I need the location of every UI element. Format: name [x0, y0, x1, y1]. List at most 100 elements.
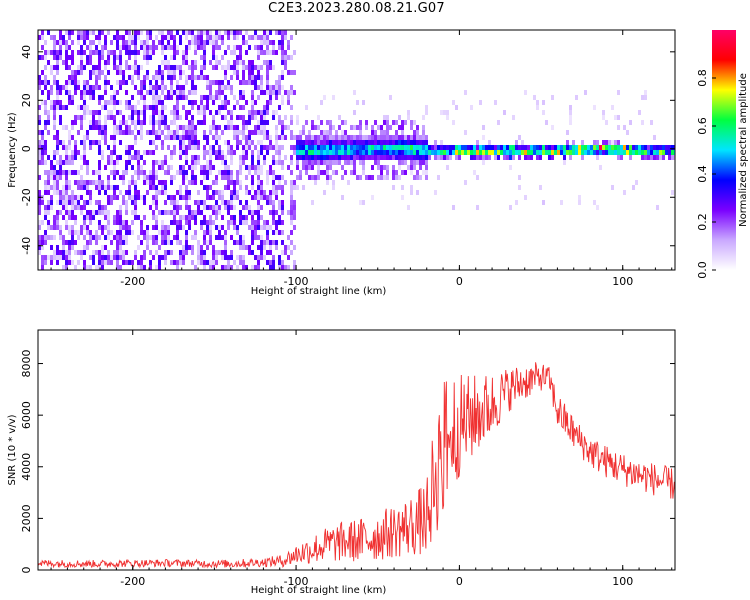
spectrogram-cell [191, 130, 194, 135]
spectrogram-cell [290, 195, 293, 200]
spectrogram-cell [77, 185, 80, 190]
spectrogram-cell [242, 105, 245, 110]
spectrogram-cell [398, 145, 401, 150]
spectrogram-cell [254, 35, 257, 40]
spectrogram-cell [425, 135, 428, 140]
spectrogram-cell [56, 100, 59, 105]
snr-x-tick-label: 0 [456, 575, 463, 588]
spectrogram-cell [62, 140, 65, 145]
spectrogram-cell [119, 235, 122, 240]
spectrogram-cell [125, 225, 128, 230]
spectrogram-cell [59, 165, 62, 170]
spectrogram-cell [236, 115, 239, 120]
spectrogram-cell [215, 215, 218, 220]
spectrogram-cell [68, 180, 71, 185]
spectrogram-cell [371, 195, 374, 200]
spectrogram-cell [113, 130, 116, 135]
spectrogram-cell [377, 175, 380, 180]
spectrogram-cell [233, 180, 236, 185]
spectrogram-cell [101, 30, 104, 35]
spectrogram-cell [659, 155, 662, 160]
spectrogram-cell [101, 135, 104, 140]
spectrogram-cell [344, 120, 347, 125]
spectrogram-cell [260, 80, 263, 85]
spectrogram-cell [65, 145, 68, 150]
spectrogram-cell [182, 150, 185, 155]
spectrogram-cell [230, 155, 233, 160]
spectrogram-cell [203, 250, 206, 255]
spectrogram-cell [224, 50, 227, 55]
spectrogram-cell [206, 150, 209, 155]
spectrogram-cell [131, 115, 134, 120]
spectrogram-cell [50, 70, 53, 75]
spectrogram-cell [176, 65, 179, 70]
spectrogram-cell [248, 35, 251, 40]
spectrogram-cell [332, 95, 335, 100]
spectrogram-cell [182, 180, 185, 185]
spectrogram-cell [527, 145, 530, 150]
spectrogram-cell [311, 200, 314, 205]
spectrogram-cell [344, 150, 347, 155]
spectrogram-cell [314, 180, 317, 185]
spectrogram-cell [230, 90, 233, 95]
spectrogram-cell [524, 155, 527, 160]
spectrogram-cell [215, 155, 218, 160]
spectrogram-cell [164, 95, 167, 100]
spectrogram-cell [392, 135, 395, 140]
spectrogram-cell [266, 80, 269, 85]
spectrogram-cell [239, 185, 242, 190]
spectrogram-cell [272, 240, 275, 245]
spectrogram-cell [71, 50, 74, 55]
spectrogram-cell [188, 75, 191, 80]
spectrogram-cell [206, 35, 209, 40]
spectrogram-cell [515, 200, 518, 205]
spectrogram-cell [176, 220, 179, 225]
spectrogram-cell [164, 225, 167, 230]
spectrogram-cell [323, 160, 326, 165]
spectrogram-cell [74, 250, 77, 255]
spectrogram-cell [119, 190, 122, 195]
spectrogram-cell [110, 155, 113, 160]
spectrogram-cell [305, 140, 308, 145]
spectrogram-cell [227, 80, 230, 85]
spectrogram-cell [365, 120, 368, 125]
spectrogram-cell [47, 205, 50, 210]
spectrogram-cell [122, 200, 125, 205]
spectrogram-cell [614, 115, 617, 120]
spectrogram-cell [167, 35, 170, 40]
spectrogram-cell [245, 125, 248, 130]
spectrogram-cell [125, 165, 128, 170]
spectrogram-cell [83, 245, 86, 250]
spectrogram-cell [281, 60, 284, 65]
spectrogram-cell [203, 120, 206, 125]
spectrogram-cell [143, 120, 146, 125]
spectrogram-cell [197, 200, 200, 205]
spectrogram-cell [164, 105, 167, 110]
spectrogram-cell [119, 215, 122, 220]
spectrogram-cell [359, 140, 362, 145]
spectrogram-cell [530, 150, 533, 155]
spectrogram-cell [155, 75, 158, 80]
spectrogram-cell [137, 215, 140, 220]
spectrogram-cell [233, 240, 236, 245]
spectrogram-cell [170, 45, 173, 50]
spectrogram-cell [71, 240, 74, 245]
spectrogram-cell [56, 70, 59, 75]
spectrogram-cell [221, 100, 224, 105]
spectrogram-cell [620, 145, 623, 150]
spectrogram-cell [56, 105, 59, 110]
spectrogram-cell [665, 150, 668, 155]
spectrogram-cell [284, 55, 287, 60]
spectrogram-cell [146, 70, 149, 75]
spectrogram-cell [629, 155, 632, 160]
spectrogram-cell [209, 85, 212, 90]
spectrogram-cell [254, 265, 257, 270]
spectrogram-cell [242, 80, 245, 85]
spectrogram-cell [62, 215, 65, 220]
spectrogram-cell [131, 105, 134, 110]
spectrogram-cell [566, 140, 569, 145]
spectrogram-cell [89, 255, 92, 260]
spectrogram-cell [98, 255, 101, 260]
spectrogram-cell [158, 210, 161, 215]
spectrogram-cell [353, 165, 356, 170]
